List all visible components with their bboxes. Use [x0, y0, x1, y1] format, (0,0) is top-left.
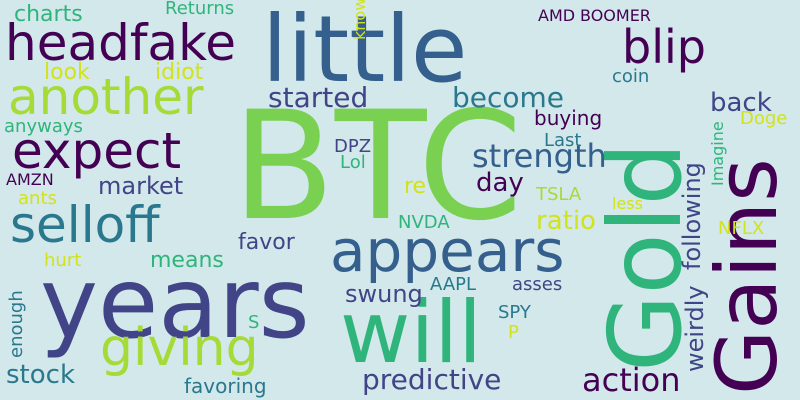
- word-swung: swung: [345, 280, 423, 308]
- word-re: re: [404, 174, 427, 199]
- word-coin: coin: [612, 66, 650, 87]
- word-expect: expect: [12, 122, 182, 180]
- word-favoring: favoring: [184, 374, 267, 398]
- word-little: little: [262, 0, 468, 103]
- word-ratio: ratio: [536, 206, 596, 236]
- word-day: day: [476, 168, 524, 198]
- word-amzn: AMZN: [6, 170, 54, 189]
- word-last: Last: [544, 130, 582, 151]
- word-back: back: [710, 88, 772, 118]
- word-following: following: [678, 162, 706, 270]
- word-look: look: [44, 60, 90, 85]
- word-hurt: hurt: [44, 250, 82, 271]
- word-become: become: [452, 81, 565, 114]
- word-headfake: headfake: [5, 14, 237, 72]
- word-will: will: [340, 283, 483, 383]
- word-btc: BTC: [232, 80, 523, 254]
- word-predictive: predictive: [362, 363, 502, 396]
- word-charts: charts: [14, 2, 83, 27]
- word-giving: giving: [100, 318, 259, 378]
- word-weirdly: weirdly: [681, 285, 709, 372]
- word-less: less: [612, 194, 643, 213]
- word-enough: enough: [6, 290, 27, 358]
- word-market: market: [98, 172, 184, 200]
- word-amd: AMD: [538, 6, 576, 25]
- word-stock: stock: [6, 360, 75, 390]
- word-means: means: [150, 248, 224, 273]
- word-action: action: [582, 361, 681, 399]
- word-gains: Gains: [698, 158, 796, 395]
- word-asses: asses: [512, 274, 563, 295]
- word-know: know: [350, 0, 369, 40]
- word-boomer: BOOMER: [580, 6, 651, 25]
- word-appears: appears: [330, 217, 565, 285]
- word-lol: Lol: [340, 152, 366, 173]
- word-idiot: idiot: [155, 60, 204, 85]
- word-buying: buying: [534, 106, 603, 130]
- word-anyways: anyways: [4, 116, 83, 137]
- word-aapl: AAPL: [430, 274, 477, 295]
- word-tsla: TSLA: [536, 184, 582, 205]
- word-nflx: NFLX: [718, 218, 765, 239]
- word-doge: Doge: [740, 108, 788, 129]
- word-strength: strength: [472, 137, 607, 175]
- word-nvda: NVDA: [398, 212, 450, 233]
- word-started: started: [268, 81, 369, 114]
- word-blip: blip: [622, 20, 706, 74]
- word-favor: favor: [238, 230, 295, 255]
- word-selloff: selloff: [10, 196, 160, 254]
- word-s: S: [248, 312, 260, 333]
- word-ants: ants: [18, 188, 57, 209]
- word-dpz: DPZ: [334, 136, 372, 157]
- word-p: P: [508, 322, 519, 343]
- word-returns: Returns: [165, 0, 235, 19]
- word-spy: SPY: [498, 302, 531, 323]
- word-imagine: Imagine: [708, 121, 727, 186]
- word-years: years: [40, 247, 310, 361]
- word-another: another: [8, 68, 204, 126]
